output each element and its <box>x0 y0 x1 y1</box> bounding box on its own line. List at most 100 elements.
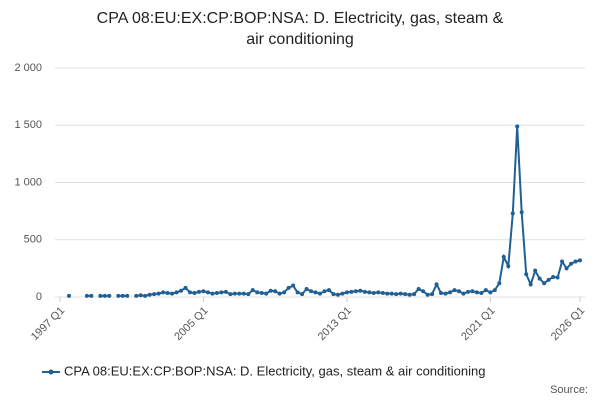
x-tick-label: 1997 Q1 <box>29 305 67 343</box>
data-point <box>349 289 354 294</box>
data-point <box>322 289 327 294</box>
data-point <box>344 290 349 295</box>
data-point <box>107 293 112 298</box>
data-point <box>147 292 152 297</box>
data-point <box>89 293 94 298</box>
data-point <box>264 291 269 296</box>
data-point <box>268 288 273 293</box>
data-point <box>492 288 497 293</box>
data-point <box>232 291 237 296</box>
data-point <box>501 254 506 259</box>
data-point <box>282 290 287 295</box>
data-point <box>223 289 228 294</box>
data-point <box>519 210 524 215</box>
data-point <box>394 292 399 297</box>
data-point <box>138 293 143 298</box>
data-point <box>443 291 448 296</box>
data-point <box>421 289 426 294</box>
data-point <box>367 290 372 295</box>
data-point <box>537 276 542 281</box>
data-point <box>425 292 430 297</box>
data-point <box>456 289 461 294</box>
data-point <box>170 291 175 296</box>
data-point <box>318 291 322 296</box>
data-point <box>434 282 439 287</box>
data-point <box>510 211 515 216</box>
data-point <box>524 272 529 277</box>
data-point <box>84 293 89 298</box>
data-point <box>259 290 264 295</box>
data-point <box>439 290 444 295</box>
data-point <box>250 288 255 293</box>
data-point <box>569 261 574 266</box>
data-point <box>192 290 197 295</box>
data-point <box>506 264 511 269</box>
data-point <box>452 288 457 293</box>
data-point <box>273 289 278 294</box>
x-tick-label: 2026 Q1 <box>549 305 587 343</box>
data-point <box>66 293 71 298</box>
data-point <box>573 259 578 264</box>
data-point <box>542 281 547 286</box>
data-point <box>465 289 470 294</box>
y-tick-label: 0 <box>36 291 42 303</box>
data-point <box>188 290 192 295</box>
data-point <box>246 292 251 297</box>
data-point <box>201 289 206 294</box>
data-point <box>353 289 358 294</box>
x-tick-label: 2021 Q1 <box>459 305 497 343</box>
data-point <box>376 290 381 295</box>
data-point <box>403 292 408 297</box>
data-point <box>313 290 318 295</box>
data-point <box>300 292 305 297</box>
data-point <box>470 289 475 294</box>
data-point <box>340 291 345 296</box>
data-point <box>183 285 188 290</box>
data-point <box>488 290 493 295</box>
data-point <box>304 286 309 291</box>
data-point <box>564 266 569 271</box>
data-point <box>174 290 179 295</box>
data-point <box>237 291 242 296</box>
data-point <box>479 290 484 295</box>
series-line <box>86 126 581 297</box>
data-point <box>134 293 139 298</box>
data-point <box>474 290 479 295</box>
data-point <box>255 290 260 295</box>
data-point <box>380 290 385 295</box>
data-point <box>398 291 403 296</box>
x-tick-label: 2013 Q1 <box>316 305 354 343</box>
data-point <box>165 290 170 295</box>
data-point <box>205 290 210 295</box>
x-tick-label: 2005 Q1 <box>172 305 210 343</box>
data-point <box>416 286 421 291</box>
data-point <box>362 289 367 294</box>
data-point <box>102 293 107 298</box>
data-point <box>219 290 224 295</box>
data-point <box>335 292 340 297</box>
legend-marker <box>48 369 54 375</box>
data-point <box>546 277 551 282</box>
data-point <box>448 290 452 295</box>
data-point <box>143 293 148 298</box>
data-point <box>578 258 582 263</box>
data-point <box>385 291 390 296</box>
data-point <box>291 283 296 288</box>
data-point <box>161 290 166 295</box>
data-point <box>98 293 103 298</box>
data-point <box>551 274 556 279</box>
data-point <box>497 281 502 286</box>
data-point <box>371 290 376 295</box>
data-point <box>461 291 466 296</box>
data-point <box>358 288 363 293</box>
data-point <box>533 268 538 273</box>
data-point <box>116 293 121 298</box>
data-point <box>214 290 219 295</box>
data-point <box>152 292 157 297</box>
data-point <box>407 292 412 297</box>
data-point <box>389 291 394 296</box>
data-point <box>295 290 300 295</box>
data-point <box>228 292 233 297</box>
data-point <box>179 288 184 293</box>
data-point <box>412 292 417 297</box>
